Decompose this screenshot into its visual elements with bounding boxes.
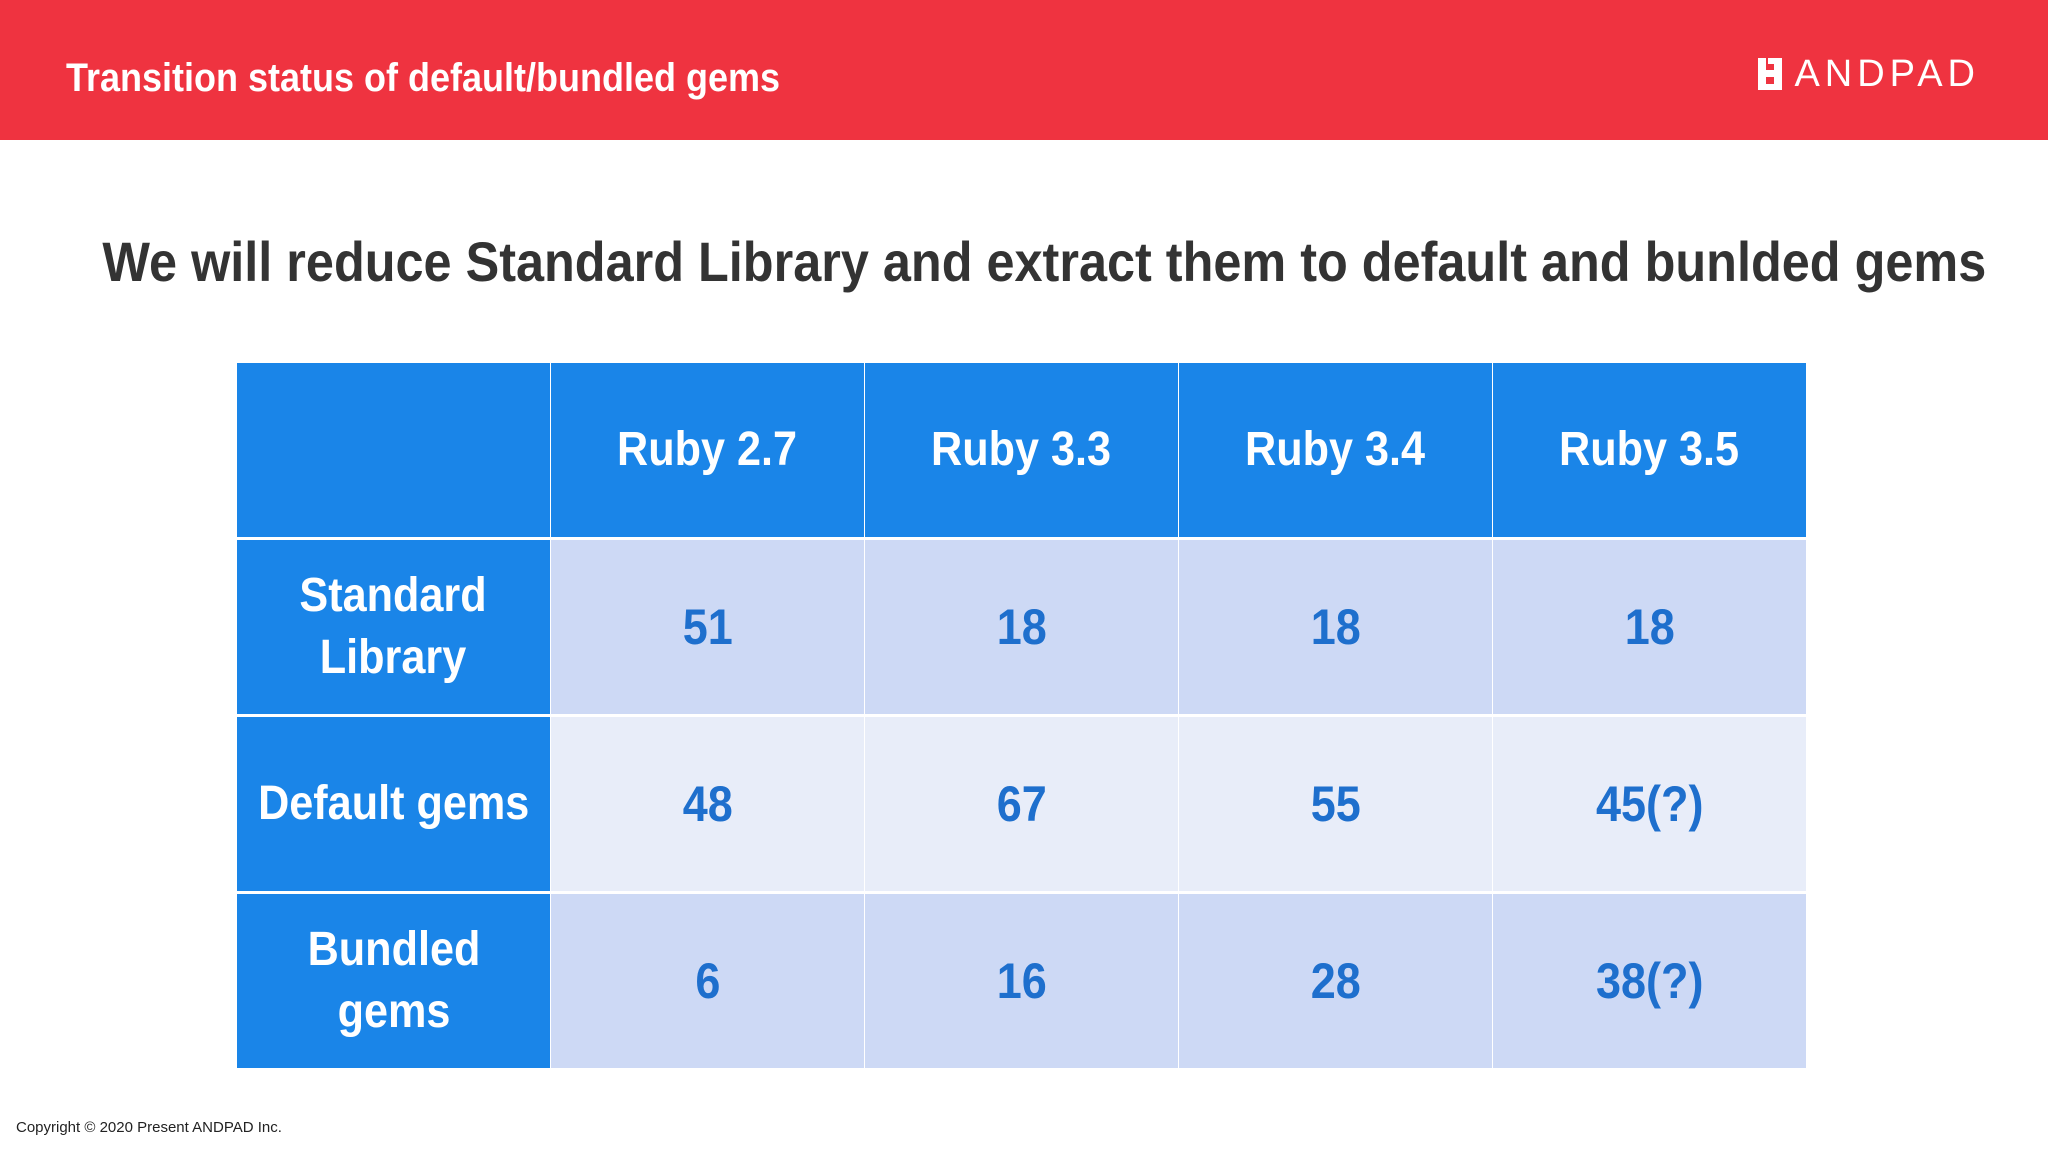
header-bar: Transition status of default/bundled gem… [0, 0, 2048, 140]
column-header-ruby-2-7: Ruby 2.7 [551, 363, 864, 537]
table-cell: 18 [865, 540, 1178, 714]
table-cell: 18 [1179, 540, 1492, 714]
table-cell: 67 [865, 717, 1178, 891]
logo-text: ANDPAD [1794, 53, 1980, 95]
table-cell: 55 [1179, 717, 1492, 891]
column-header-ruby-3-5: Ruby 3.5 [1493, 363, 1806, 537]
copyright-text: Copyright © 2020 Present ANDPAD Inc. [16, 1119, 282, 1136]
column-header-ruby-3-4: Ruby 3.4 [1179, 363, 1492, 537]
slide-title: Transition status of default/bundled gem… [66, 56, 781, 100]
table-cell: 28 [1179, 894, 1492, 1068]
row-header-standard-library: Standard Library [237, 540, 550, 714]
table-cell: 48 [551, 717, 864, 891]
andpad-logo-icon [1758, 58, 1783, 90]
table-cell: 51 [551, 540, 864, 714]
column-header-ruby-3-3: Ruby 3.3 [865, 363, 1178, 537]
table-cell: 38(?) [1493, 894, 1806, 1068]
gems-table: Ruby 2.7 Ruby 3.3 Ruby 3.4 Ruby 3.5 Stan… [237, 363, 1809, 1078]
table-cell: 16 [865, 894, 1178, 1068]
row-header-bundled-gems: Bundled gems [237, 894, 550, 1068]
row-header-default-gems: Default gems [237, 717, 550, 891]
table-cell: 18 [1493, 540, 1806, 714]
andpad-logo: ANDPAD [1758, 52, 1980, 96]
table-corner-cell [237, 363, 550, 537]
table-cell: 6 [551, 894, 864, 1068]
table-cell: 45(?) [1493, 717, 1806, 891]
slide-subtitle: We will reduce Standard Library and extr… [102, 230, 1987, 293]
